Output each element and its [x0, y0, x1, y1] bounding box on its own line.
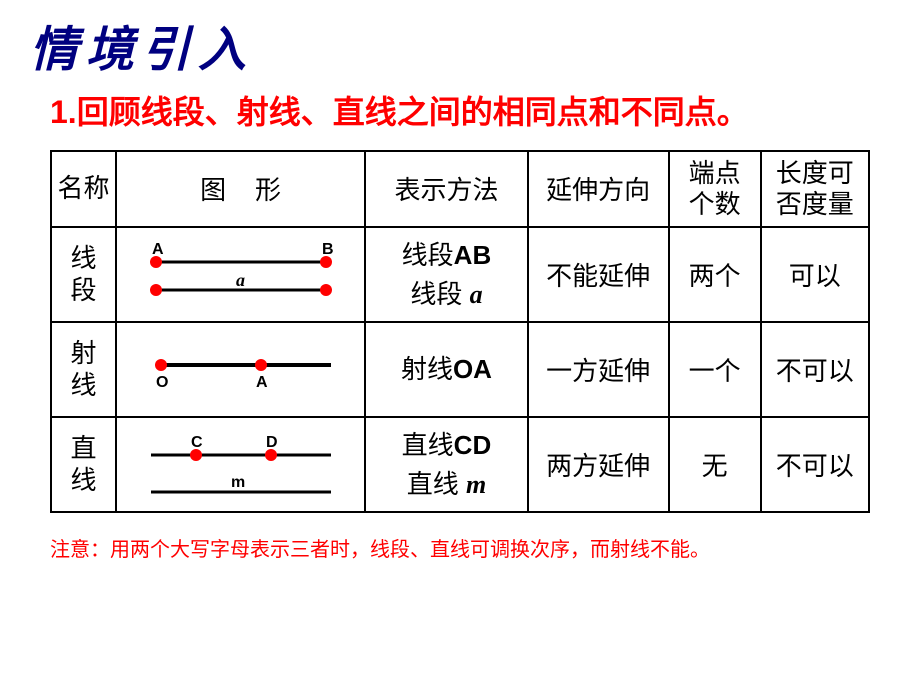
cell-measure: 不可以: [761, 322, 869, 417]
diagram-label: B: [322, 241, 334, 258]
diagram-label: A: [256, 374, 268, 391]
cell-figure: A Ba: [116, 227, 365, 322]
header-endpoints-l1: 端点: [689, 158, 741, 188]
header-figure-p1: 图: [200, 175, 226, 205]
notation-bold: CD: [454, 430, 492, 460]
header-figure-p2: 形: [255, 175, 281, 205]
comparison-table: 名称 图 形 表示方法 延伸方向 端点个数 长度可否度量 线段 ABa 线段AB…: [50, 150, 870, 513]
diagram-label: D: [266, 434, 278, 451]
cell-extend: 不能延伸: [528, 227, 669, 322]
diagram-label: O: [156, 374, 168, 391]
table-row: 线段 ABa 线段AB线段 a 不能延伸 两个 可以: [51, 227, 869, 322]
notation-italic: a: [470, 280, 483, 309]
header-endpoints-l2: 个数: [689, 189, 741, 219]
footnote: 注意：用两个大写字母表示三者时，线段、直线可调换次序，而射线不能。: [50, 533, 870, 562]
cell-extend: 两方延伸: [528, 417, 669, 512]
diagram-label: m: [231, 474, 245, 491]
header-extend: 延伸方向: [528, 151, 669, 227]
subtitle-text: 回顾线段、射线、直线之间的相同点和不同点。: [77, 94, 749, 130]
page-title: 情境引入: [30, 10, 870, 80]
header-measure-l1: 长度可: [776, 158, 854, 188]
header-name: 名称: [51, 151, 116, 227]
notation-prefix2: 直线: [407, 469, 466, 499]
table-body: 线段 ABa 线段AB线段 a 不能延伸 两个 可以 射线 OA 射线OA 一方…: [51, 227, 869, 512]
table-row: 射线 OA 射线OA 一方延伸 一个 不可以: [51, 322, 869, 417]
cell-endpoints: 两个: [669, 227, 761, 322]
notation-prefix2: 线段: [410, 279, 469, 309]
cell-figure: C Dm: [116, 417, 365, 512]
diagram-point: [155, 359, 167, 371]
table-header-row: 名称 图 形 表示方法 延伸方向 端点个数 长度可否度量: [51, 151, 869, 227]
diagram-point: [150, 284, 162, 296]
cell-endpoints: 无: [669, 417, 761, 512]
diagram-label: C: [191, 434, 203, 451]
notation-prefix: 直线: [402, 430, 454, 460]
cell-notation: 射线OA: [365, 322, 528, 417]
notation-bold: AB: [454, 240, 492, 270]
cell-measure: 可以: [761, 227, 869, 322]
header-measure: 长度可否度量: [761, 151, 869, 227]
cell-name: 线段: [51, 227, 116, 322]
header-endpoints: 端点个数: [669, 151, 761, 227]
notation-italic: m: [466, 470, 486, 499]
subtitle-prefix: 1.: [50, 94, 77, 130]
cell-name: 直线: [51, 417, 116, 512]
header-measure-l2: 否度量: [776, 189, 854, 219]
cell-extend: 一方延伸: [528, 322, 669, 417]
cell-measure: 不可以: [761, 417, 869, 512]
notation-prefix: 线段: [402, 240, 454, 270]
header-figure: 图 形: [116, 151, 365, 227]
subtitle: 1.回顾线段、射线、直线之间的相同点和不同点。: [50, 90, 870, 135]
notation-bold: OA: [453, 354, 492, 384]
diagram-label: a: [236, 270, 245, 290]
cell-notation: 线段AB线段 a: [365, 227, 528, 322]
cell-figure: OA: [116, 322, 365, 417]
diagram-segment: A Ba: [136, 240, 346, 310]
cell-notation: 直线CD直线 m: [365, 417, 528, 512]
diagram-ray: OA: [136, 335, 346, 405]
diagram-point: [320, 284, 332, 296]
notation-prefix: 射线: [401, 354, 453, 384]
table-row: 直线 CDm 直线CD直线 m 两方延伸 无 不可以: [51, 417, 869, 512]
diagram-label: A: [152, 241, 164, 258]
cell-name: 射线: [51, 322, 116, 417]
cell-endpoints: 一个: [669, 322, 761, 417]
diagram-point: [255, 359, 267, 371]
diagram-line: C Dm: [136, 430, 346, 500]
header-notation: 表示方法: [365, 151, 528, 227]
